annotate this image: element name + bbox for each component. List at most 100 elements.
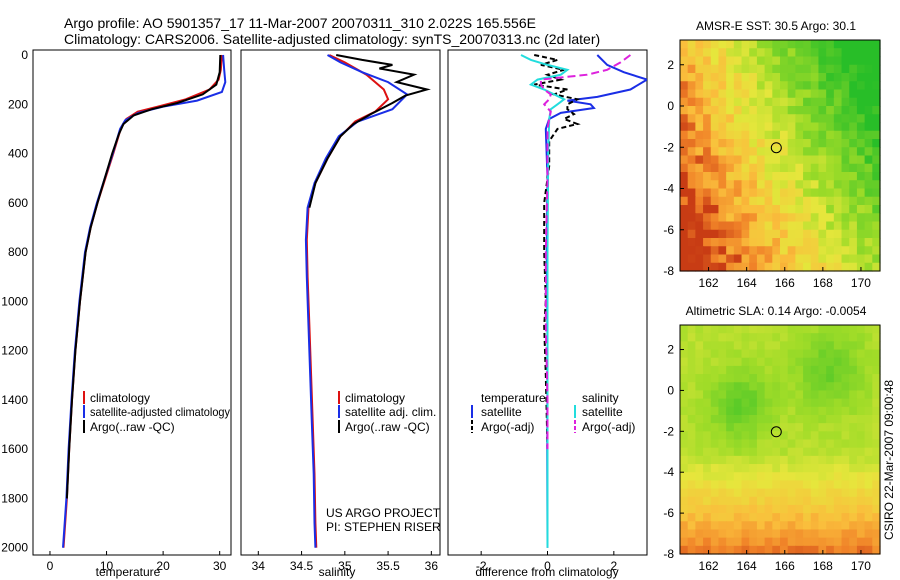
heatmap-cell: [841, 537, 850, 547]
heatmap-cell: [780, 130, 789, 140]
heatmap-cell: [856, 504, 866, 514]
heatmap-cell: [680, 382, 689, 392]
heatmap-cell: [680, 472, 689, 481]
heatmap-cell: [787, 213, 796, 223]
heatmap-cell: [841, 205, 850, 214]
heatmap-cell: [756, 64, 766, 74]
heatmap-cell: [680, 155, 689, 165]
heatmap-cell: [780, 406, 789, 416]
heatmap-cell: [726, 374, 735, 383]
heatmap-cell: [872, 341, 881, 351]
heatmap-cell: [826, 455, 835, 465]
heatmap-cell: [695, 529, 704, 539]
heatmap-cell: [756, 521, 766, 531]
heatmap-cell: [803, 130, 812, 140]
heatmap-cell: [764, 529, 773, 539]
heatmap-cell: [703, 56, 712, 66]
heatmap-cell: [741, 496, 750, 506]
heatmap-cell: [695, 390, 704, 400]
heatmap-cell: [741, 89, 750, 99]
heatmap-cell: [864, 163, 873, 173]
heatmap-cell: [710, 439, 720, 449]
heatmap-cell: [833, 472, 843, 481]
heatmap-cell: [710, 521, 720, 531]
heatmap-cell: [810, 238, 820, 247]
heatmap-cell: [680, 464, 689, 473]
heatmap-cell: [833, 455, 843, 465]
heatmap-cell: [864, 213, 873, 223]
heatmap-cell: [795, 262, 804, 272]
heatmap-cell: [841, 521, 850, 531]
heatmap-cell: [849, 529, 858, 539]
heatmap-cell: [818, 365, 827, 375]
heatmap-cell: [826, 155, 835, 165]
heatmap-cell: [810, 529, 820, 539]
heatmap-cell: [803, 163, 812, 173]
heatmap-cell: [733, 221, 743, 231]
series-line-argo: [65, 54, 222, 499]
heatmap-cell: [749, 537, 758, 547]
heatmap-cell: [772, 188, 781, 198]
heatmap-cell: [710, 114, 720, 124]
heatmap-cell: [764, 374, 773, 383]
heatmap-cell: [818, 205, 827, 214]
temperature-panel: 0 10 20 30 temperature climatology satellit…: [32, 49, 232, 579]
heatmap-cell: [710, 40, 720, 49]
heatmap-cell: [741, 480, 750, 490]
heatmap-cell: [849, 114, 858, 124]
heatmap-cell: [710, 213, 720, 223]
heatmap-cell: [872, 64, 881, 74]
heatmap-cell: [856, 48, 866, 58]
heatmap-cell: [695, 521, 704, 531]
heatmap-cell: [795, 229, 804, 239]
heatmap-cell: [695, 238, 704, 247]
heatmap-cell: [749, 464, 758, 473]
heatmap-cell: [718, 73, 727, 82]
x-tick-label: 34: [252, 559, 266, 573]
heatmap-cell: [787, 496, 796, 506]
heatmap-cell: [718, 529, 727, 539]
series-line-salinity-satellite: [520, 54, 570, 548]
sla-map-panel: Altimetric SLA: 0.14 Argo: -0.0054 162 16…: [663, 304, 881, 573]
heatmap-cell: [841, 139, 850, 148]
heatmap-cell: [833, 357, 843, 367]
heatmap-cell: [764, 423, 773, 432]
heatmap-cell: [733, 114, 743, 124]
heatmap-cell: [841, 262, 850, 272]
heatmap-cell: [687, 213, 696, 223]
map-frame: [679, 324, 881, 555]
heatmap-cell: [687, 447, 696, 457]
heatmap-cell: [849, 229, 858, 239]
heatmap-cell: [810, 333, 820, 342]
heatmap-cell: [687, 488, 696, 498]
heatmap-cell: [780, 365, 789, 375]
heatmap-cell: [803, 333, 812, 342]
heatmap-cell: [726, 325, 735, 334]
heatmap-cell: [695, 325, 704, 334]
heatmap-cell: [872, 537, 881, 547]
heatmap-cell: [787, 423, 796, 432]
heatmap-cell: [741, 447, 750, 457]
heatmap-cell: [795, 365, 804, 375]
heatmap-cell: [864, 464, 873, 473]
heatmap-cell: [872, 513, 881, 522]
heatmap-cell: [687, 521, 696, 531]
heatmap-cell: [803, 504, 812, 514]
heatmap-cell: [841, 341, 850, 351]
heatmap-cell: [833, 537, 843, 547]
heatmap-cell: [772, 163, 781, 173]
legend-label-sal-satellite: satellite: [582, 405, 623, 419]
heatmap-cell: [810, 447, 820, 457]
heatmap-cell: [864, 537, 873, 547]
temperature-series: [62, 54, 227, 548]
heatmap-cell: [849, 254, 858, 264]
heatmap-cell: [826, 56, 835, 66]
heatmap-cell: [803, 155, 812, 165]
heatmap-cell: [849, 89, 858, 99]
heatmap-cell: [764, 480, 773, 490]
heatmap-cell: [680, 414, 689, 424]
heatmap-cell: [833, 365, 843, 375]
heatmap-cell: [680, 447, 689, 457]
heatmap-cell: [818, 464, 827, 473]
heatmap-cell: [849, 56, 858, 66]
